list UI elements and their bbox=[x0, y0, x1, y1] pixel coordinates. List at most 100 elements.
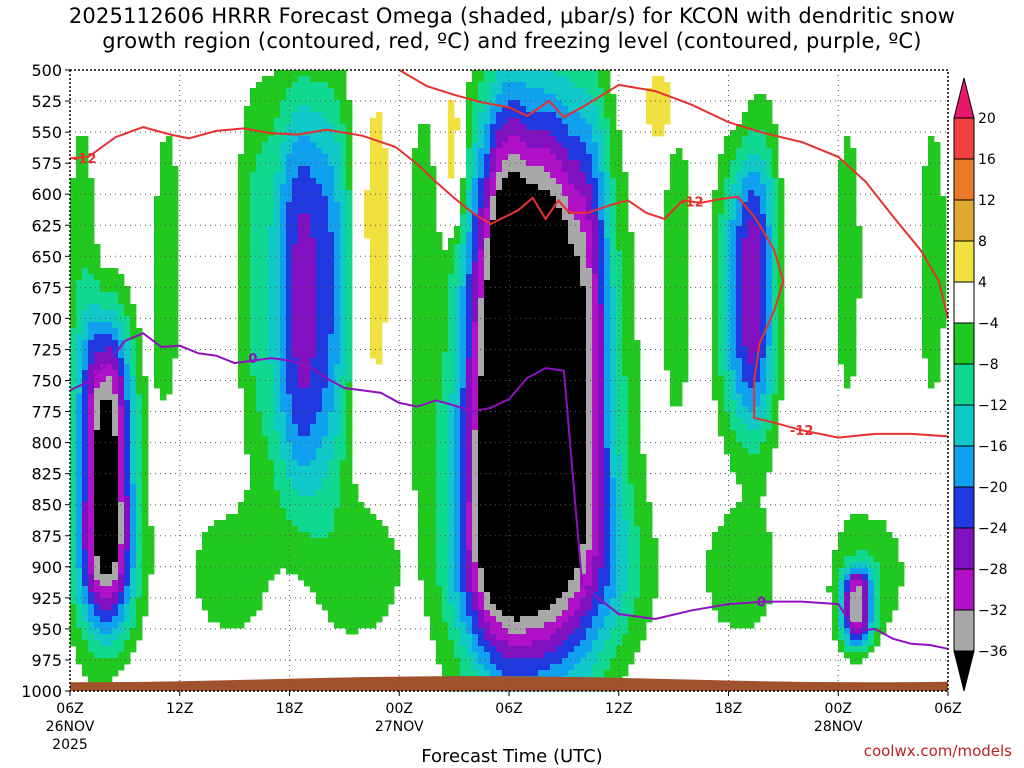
omega-cell bbox=[82, 448, 89, 455]
omega-cell bbox=[430, 532, 437, 539]
omega-cell bbox=[112, 286, 119, 293]
omega-cell bbox=[166, 274, 173, 281]
omega-cell bbox=[454, 244, 461, 251]
omega-cell bbox=[340, 472, 347, 479]
omega-cell bbox=[454, 262, 461, 269]
omega-cell bbox=[424, 328, 431, 335]
omega-cell bbox=[82, 664, 89, 671]
omega-cell bbox=[100, 424, 107, 431]
omega-cell bbox=[292, 142, 299, 149]
omega-cell bbox=[310, 388, 317, 395]
omega-cell bbox=[208, 532, 215, 539]
omega-cell bbox=[94, 652, 101, 659]
omega-cell bbox=[154, 256, 161, 263]
omega-cell bbox=[316, 406, 323, 413]
omega-cell bbox=[310, 220, 317, 227]
omega-cell bbox=[82, 316, 89, 323]
omega-cell bbox=[532, 292, 539, 299]
omega-cell bbox=[250, 376, 257, 383]
omega-cell bbox=[82, 544, 89, 551]
omega-cell bbox=[496, 382, 503, 389]
omega-cell bbox=[526, 130, 533, 137]
omega-cell bbox=[484, 244, 491, 251]
omega-cell bbox=[274, 568, 281, 575]
omega-cell bbox=[250, 490, 257, 497]
omega-cell bbox=[508, 664, 515, 671]
omega-cell bbox=[526, 172, 533, 179]
omega-cell bbox=[496, 376, 503, 383]
omega-cell bbox=[70, 394, 77, 401]
omega-cell bbox=[256, 274, 263, 281]
omega-cell bbox=[346, 544, 353, 551]
omega-cell bbox=[334, 460, 341, 467]
omega-cell bbox=[82, 532, 89, 539]
omega-cell bbox=[430, 598, 437, 605]
omega-cell bbox=[490, 496, 497, 503]
omega-cell bbox=[532, 208, 539, 215]
omega-cell bbox=[172, 256, 179, 263]
omega-cell bbox=[238, 310, 245, 317]
omega-cell bbox=[418, 490, 425, 497]
omega-cell bbox=[280, 502, 287, 509]
omega-cell bbox=[310, 514, 317, 521]
omega-cell bbox=[70, 604, 77, 611]
omega-cell bbox=[130, 322, 137, 329]
omega-cell bbox=[124, 514, 131, 521]
omega-cell bbox=[214, 592, 221, 599]
omega-cell bbox=[280, 100, 287, 107]
omega-cell bbox=[520, 640, 527, 647]
omega-cell bbox=[448, 406, 455, 413]
omega-cell bbox=[454, 250, 461, 257]
omega-cell bbox=[328, 310, 335, 317]
omega-cell bbox=[112, 526, 119, 533]
omega-cell bbox=[94, 592, 101, 599]
omega-cell bbox=[214, 568, 221, 575]
omega-cell bbox=[286, 196, 293, 203]
omega-cell bbox=[514, 232, 521, 239]
omega-cell bbox=[346, 550, 353, 557]
omega-cell bbox=[82, 178, 89, 185]
omega-cell bbox=[76, 418, 83, 425]
omega-cell bbox=[76, 412, 83, 419]
omega-cell bbox=[412, 406, 419, 413]
omega-cell bbox=[262, 274, 269, 281]
omega-cell bbox=[478, 256, 485, 263]
omega-cell bbox=[238, 382, 245, 389]
omega-cell bbox=[88, 292, 95, 299]
omega-cell bbox=[334, 370, 341, 377]
omega-cell bbox=[328, 496, 335, 503]
omega-cell bbox=[322, 496, 329, 503]
omega-cell bbox=[526, 220, 533, 227]
omega-cell bbox=[430, 436, 437, 443]
omega-cell bbox=[508, 670, 515, 677]
omega-cell bbox=[328, 322, 335, 329]
omega-cell bbox=[340, 424, 347, 431]
omega-cell bbox=[316, 424, 323, 431]
omega-cell bbox=[376, 250, 383, 257]
omega-cell bbox=[370, 598, 377, 605]
omega-cell bbox=[280, 160, 287, 167]
omega-cell bbox=[430, 412, 437, 419]
omega-cell bbox=[322, 220, 329, 227]
omega-cell bbox=[262, 400, 269, 407]
omega-cell bbox=[160, 388, 167, 395]
omega-cell bbox=[286, 88, 293, 95]
omega-cell bbox=[298, 136, 305, 143]
omega-cell bbox=[106, 646, 113, 653]
omega-cell bbox=[448, 520, 455, 527]
omega-cell bbox=[280, 286, 287, 293]
omega-cell bbox=[310, 394, 317, 401]
omega-cell bbox=[340, 310, 347, 317]
omega-cell bbox=[322, 370, 329, 377]
omega-cell bbox=[538, 142, 545, 149]
omega-cell bbox=[370, 538, 377, 545]
omega-cell bbox=[490, 232, 497, 239]
omega-cell bbox=[118, 340, 125, 347]
omega-cell bbox=[268, 544, 275, 551]
omega-cell bbox=[454, 418, 461, 425]
omega-cell bbox=[490, 484, 497, 491]
omega-cell bbox=[268, 478, 275, 485]
omega-cell bbox=[136, 580, 143, 587]
omega-cell bbox=[484, 664, 491, 671]
omega-cell bbox=[514, 154, 521, 161]
